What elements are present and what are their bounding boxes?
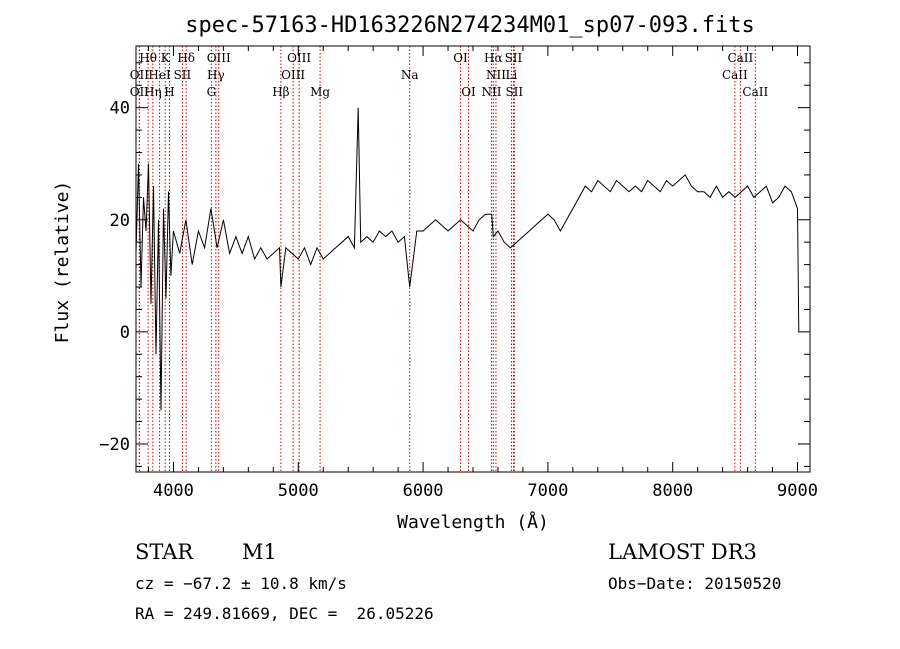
y-tick-label: 40 bbox=[110, 99, 130, 119]
x-tick-label: 6000 bbox=[403, 481, 444, 501]
marker-label: Na bbox=[401, 68, 419, 82]
y-tick-label: −20 bbox=[99, 435, 130, 455]
spectrum-chart: spec-57163-HD163226N274234M01_sp07-093.f… bbox=[52, 13, 818, 533]
marker-label: CaII bbox=[742, 85, 768, 99]
marker-label: CaII bbox=[727, 51, 753, 65]
x-axis-label: Wavelength (Å) bbox=[397, 511, 549, 533]
y-axis-ticks: −20 0 20 40 bbox=[99, 62, 810, 467]
marker-label: Hθ bbox=[139, 51, 157, 65]
x-tick-label: 8000 bbox=[652, 481, 693, 501]
marker-label: Hγ bbox=[207, 68, 225, 82]
marker-label: K bbox=[161, 51, 171, 65]
x-tick-label: 7000 bbox=[527, 481, 568, 501]
marker-label: NII bbox=[486, 68, 506, 82]
marker-label: Hα bbox=[484, 51, 503, 65]
coordinates: RA = 249.81669, DEC = 26.05226 bbox=[135, 604, 434, 623]
x-tick-label: 4000 bbox=[153, 481, 194, 501]
marker-label: OIII bbox=[207, 51, 231, 65]
marker-label: OIII bbox=[281, 68, 305, 82]
x-tick-label: 9000 bbox=[777, 481, 818, 501]
marker-label: SII bbox=[505, 51, 523, 65]
marker-label: H bbox=[164, 85, 174, 99]
object-subclass: M1 bbox=[242, 540, 277, 564]
y-tick-label: 0 bbox=[120, 323, 130, 343]
marker-label: OIII bbox=[287, 51, 311, 65]
marker-label: SII bbox=[505, 85, 523, 99]
x-tick-label: 5000 bbox=[278, 481, 319, 501]
marker-label: HeI bbox=[148, 68, 171, 82]
marker-label: OI bbox=[461, 85, 476, 99]
marker-label: Hη bbox=[144, 85, 162, 99]
marker-label: SII bbox=[174, 68, 192, 82]
marker-label: Hβ bbox=[272, 85, 289, 99]
marker-label: OII bbox=[130, 68, 150, 82]
marker-label: Mg bbox=[310, 85, 330, 99]
marker-label: G bbox=[207, 85, 217, 99]
spectrum-line bbox=[135, 107, 800, 411]
marker-label: OI bbox=[453, 51, 468, 65]
redshift-cz: cz = −67.2 ± 10.8 km/s bbox=[135, 574, 347, 593]
marker-label: CaII bbox=[722, 68, 748, 82]
chart-title: spec-57163-HD163226N274234M01_sp07-093.f… bbox=[185, 13, 755, 38]
y-axis-label: Flux (relative) bbox=[52, 181, 73, 344]
plot-frame bbox=[135, 45, 811, 473]
y-tick-label: 20 bbox=[110, 211, 130, 231]
x-axis-ticks: 4000 5000 6000 7000 8000 9000 bbox=[147, 46, 818, 501]
obs-date: Obs−Date: 20150520 bbox=[608, 574, 782, 593]
marker-label: NII bbox=[481, 85, 501, 99]
marker-label: OII bbox=[130, 85, 150, 99]
line-markers bbox=[138, 46, 756, 472]
object-type: STAR bbox=[135, 540, 194, 564]
survey-name: LAMOST DR3 bbox=[608, 540, 757, 564]
marker-label: Li bbox=[506, 68, 518, 82]
marker-label: Hδ bbox=[177, 51, 195, 65]
